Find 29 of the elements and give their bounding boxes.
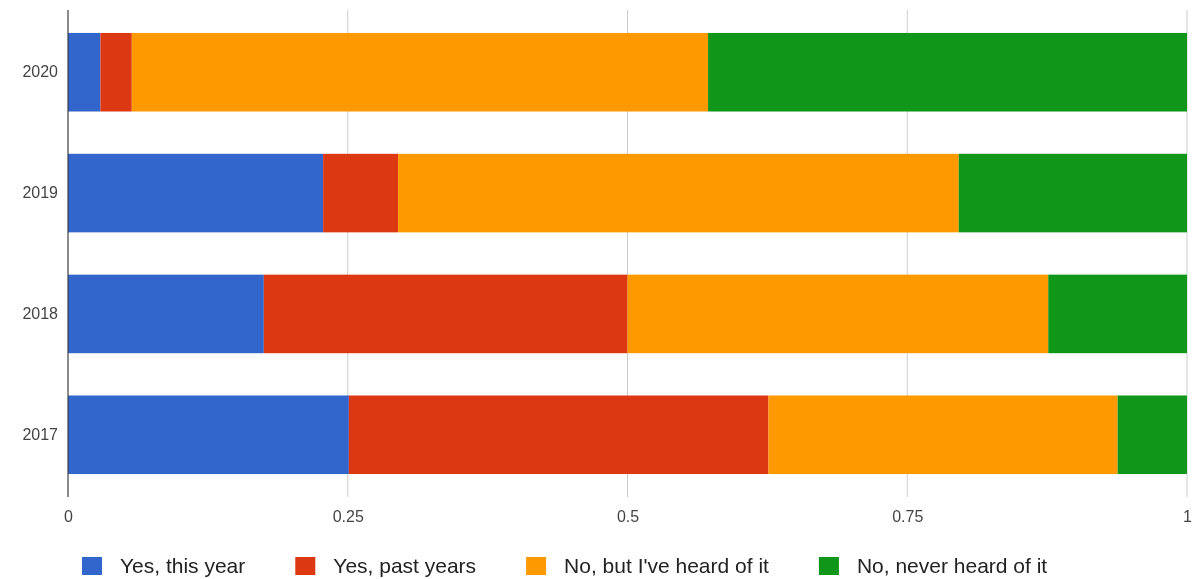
x-tick-label: 0.75 xyxy=(892,508,924,526)
y-tick-label: 2018 xyxy=(22,305,59,323)
bar xyxy=(1117,395,1187,475)
bar xyxy=(323,153,399,233)
legend-label: No, but I've heard of it xyxy=(564,554,770,577)
bar xyxy=(68,395,349,475)
x-tick-label: 1 xyxy=(1183,508,1193,526)
y-tick-label: 2017 xyxy=(22,425,59,443)
bar xyxy=(131,32,709,112)
bar xyxy=(68,153,324,233)
bar xyxy=(768,395,1118,475)
bar xyxy=(1048,274,1187,354)
bar xyxy=(68,32,101,112)
legend-label: Yes, past years xyxy=(333,554,477,577)
x-tick-label: 0.5 xyxy=(616,508,640,526)
bar xyxy=(348,395,769,475)
bar xyxy=(68,274,264,354)
bar xyxy=(958,153,1187,233)
y-tick-label: 2020 xyxy=(22,63,59,81)
bar xyxy=(708,32,1187,112)
bar xyxy=(263,274,628,354)
bar xyxy=(627,274,1049,354)
y-tick-label: 2019 xyxy=(22,184,59,202)
bar xyxy=(398,153,959,233)
bar xyxy=(100,32,132,112)
x-tick-label: 0 xyxy=(64,508,74,526)
x-tick-label: 0.25 xyxy=(332,508,364,526)
legend-label: Yes, this year xyxy=(120,554,246,577)
legend-label: No, never heard of it xyxy=(856,554,1048,577)
